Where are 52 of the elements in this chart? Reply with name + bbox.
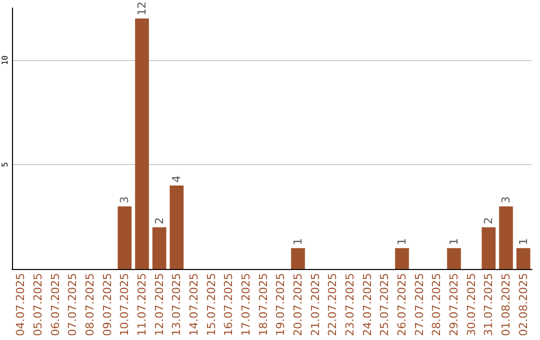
bar — [395, 248, 409, 269]
data-label: 3 — [118, 196, 132, 204]
data-label: 4 — [170, 175, 184, 182]
x-tick-label: 30.07.2025 — [464, 273, 478, 336]
bar — [499, 206, 513, 269]
x-tick-label: 21.07.2025 — [308, 273, 322, 336]
x-tick-label: 16.07.2025 — [222, 273, 236, 336]
bar — [170, 185, 184, 269]
x-tick-label: 18.07.2025 — [256, 273, 270, 336]
data-label: 2 — [152, 217, 166, 224]
data-label: 1 — [516, 238, 530, 246]
x-tick-label: 25.07.2025 — [378, 273, 392, 336]
x-tick-label: 09.07.2025 — [100, 273, 114, 336]
x-tick-label: 10.07.2025 — [118, 273, 132, 336]
x-tick-label: 04.07.2025 — [14, 273, 28, 336]
x-tick-label: 17.07.2025 — [240, 273, 252, 336]
x-tick-label: 29.07.2025 — [448, 273, 460, 336]
x-tick-label: 14.07.2025 — [188, 273, 200, 336]
x-tick-label: 12.07.2025 — [152, 273, 166, 336]
bar — [118, 206, 132, 269]
x-tick-label: 24.07.2025 — [360, 273, 374, 336]
y-tick-label: 5 — [0, 162, 10, 168]
x-tick-label: 06.07.2025 — [48, 273, 62, 336]
x-tick-label: 15.07.2025 — [204, 273, 218, 336]
bar — [291, 248, 305, 269]
x-tick-label: 07.07.2025 — [66, 273, 80, 336]
x-tick-label: 27.07.2025 — [412, 273, 426, 336]
x-tick-label: 22.07.2025 — [326, 273, 340, 336]
x-tick-label: 05.07.2025 — [32, 273, 44, 336]
data-label: 1 — [396, 238, 408, 246]
x-tick-label: 11.07.2025 — [136, 273, 148, 336]
x-tick-label: 19.07.2025 — [274, 273, 288, 336]
data-label: 12 — [136, 1, 148, 16]
data-label: 1 — [292, 238, 304, 246]
bar — [447, 248, 461, 269]
bar — [482, 227, 496, 269]
data-label: 3 — [500, 196, 512, 204]
bar — [135, 18, 149, 269]
bar — [152, 227, 166, 269]
x-tick-label: 23.07.2025 — [344, 273, 356, 336]
x-tick-label: 02.08.2025 — [516, 273, 530, 336]
x-tick-label: 28.07.2025 — [430, 273, 444, 336]
x-tick-label: 20.07.2025 — [292, 273, 304, 336]
x-tick-label: 26.07.2025 — [396, 273, 408, 336]
data-label: 2 — [482, 217, 496, 224]
y-tick-label: 10 — [0, 55, 10, 66]
bar — [516, 248, 530, 269]
data-label: 1 — [448, 238, 460, 246]
x-tick-label: 13.07.2025 — [170, 273, 184, 336]
x-tick-label: 08.07.2025 — [84, 273, 96, 336]
x-tick-label: 31.07.2025 — [482, 273, 496, 336]
x-tick-label: 01.08.2025 — [500, 273, 512, 336]
